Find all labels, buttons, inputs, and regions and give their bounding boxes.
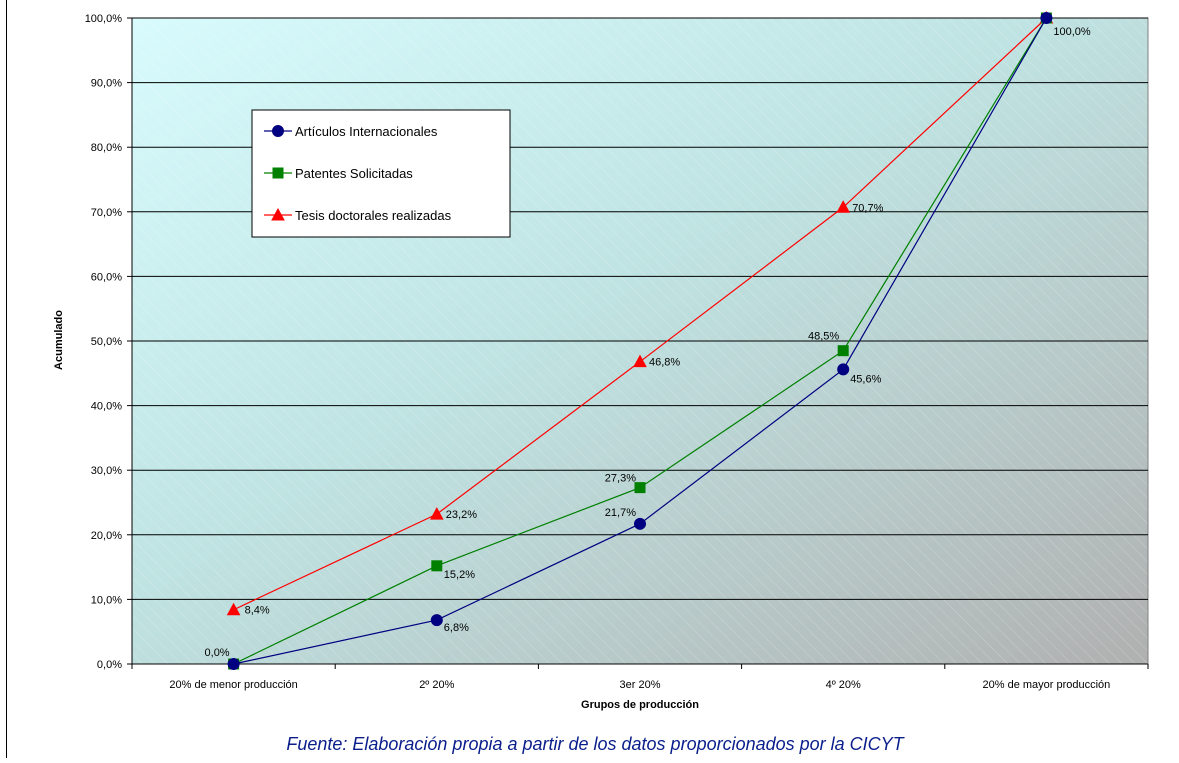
legend-entry: Patentes Solicitadas	[295, 166, 413, 181]
data-label: 6,8%	[444, 622, 469, 634]
left-border-rule	[6, 0, 7, 758]
x-tick-label: 20% de menor producción	[169, 679, 297, 691]
series-circle: 0,0% 6,8% 21,7% 45,6% 100,0%	[205, 12, 1091, 670]
y-tick-label: 40,0%	[91, 401, 122, 413]
y-tick-label: 80,0%	[91, 142, 122, 154]
axes: 0,0% 10,0% 20,0% 30,0% 40,0% 50,0% 60,0% 70,0% 8…	[85, 13, 1149, 691]
x-axis-title: Grupos de producción	[581, 699, 699, 711]
y-tick-label: 70,0%	[91, 207, 122, 219]
legend-swatch-marker	[271, 207, 285, 221]
y-tick-label: 100,0%	[85, 13, 123, 25]
legend-swatch-marker	[272, 167, 284, 179]
data-point	[227, 658, 240, 670]
y-axis-title: Acumulado	[53, 310, 65, 370]
data-label: 45,6%	[850, 373, 881, 385]
series-layer: 8,4% 23,2% 46,8% 70,7% 15,2% 27,3% 48,5% 0,0% 6,…	[205, 10, 1091, 670]
legend-entry: Artículos Internacionales	[295, 124, 438, 139]
data-point	[836, 200, 851, 213]
data-label: 23,2%	[446, 509, 477, 521]
series-triangle: 8,4% 23,2% 46,8% 70,7%	[226, 10, 1054, 617]
data-label: 15,2%	[444, 569, 475, 581]
y-tick-label: 50,0%	[91, 336, 122, 348]
data-label: 46,8%	[649, 357, 680, 369]
data-point	[226, 602, 241, 616]
legend-box	[251, 109, 511, 238]
data-point	[634, 517, 646, 530]
data-point	[633, 354, 647, 368]
legend: Artículos Internacionales Patentes Solici…	[251, 109, 511, 238]
data-point	[430, 614, 443, 627]
data-point	[634, 482, 646, 494]
data-label: 27,3%	[605, 473, 636, 485]
y-tick-label: 30,0%	[91, 465, 122, 477]
x-tick-label: 3er 20%	[620, 679, 661, 691]
legend-swatch-marker	[272, 125, 284, 137]
x-tick-label: 2º 20%	[419, 679, 454, 691]
data-label: 100,0%	[1053, 26, 1091, 38]
legend-entry: Tesis doctorales realizadas	[295, 208, 452, 223]
data-label: 48,5%	[808, 331, 839, 343]
source-note: Fuente: Elaboración propia a partir de l…	[286, 734, 904, 754]
data-point	[837, 363, 850, 376]
data-label: 21,7%	[605, 507, 636, 519]
data-label: 0,0%	[205, 647, 230, 659]
data-label: 8,4%	[245, 605, 270, 617]
x-tick-label: 20% de mayor producción	[983, 679, 1111, 691]
y-tick-label: 20,0%	[91, 530, 122, 542]
y-tick-label: 10,0%	[91, 594, 122, 606]
y-tick-label: 60,0%	[91, 271, 122, 283]
data-point	[837, 345, 849, 357]
data-point	[1040, 12, 1053, 24]
y-tick-label: 90,0%	[91, 78, 122, 90]
data-point	[429, 507, 444, 520]
data-point	[431, 560, 443, 572]
x-tick-label: 4º 20%	[826, 679, 861, 691]
data-label: 70,7%	[852, 202, 883, 214]
y-tick-label: 0,0%	[97, 659, 122, 671]
